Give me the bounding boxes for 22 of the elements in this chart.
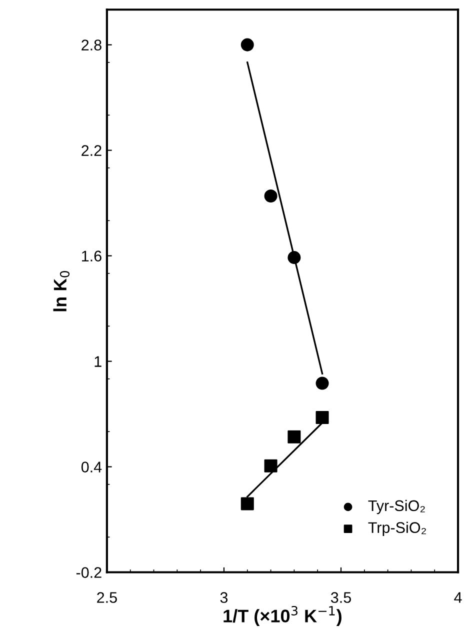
y-tick-label: 1	[94, 356, 102, 367]
point	[264, 459, 278, 472]
legend-label: Trp-SiO₂	[368, 522, 426, 536]
y-axis-title: ln K$_{0}$	[53, 270, 70, 312]
point	[316, 376, 329, 390]
point	[240, 497, 254, 510]
point	[264, 190, 278, 203]
y-tick-label: 2.2	[82, 145, 102, 156]
y-tick-label: -0.2	[76, 567, 102, 578]
point	[240, 38, 254, 52]
y-tick-label: 1.6	[82, 250, 102, 262]
x-tick-label: 4	[454, 592, 462, 603]
x-tick-label: 2.5	[97, 592, 117, 603]
x-tick-label: 3	[220, 592, 228, 603]
point	[288, 251, 301, 264]
x-tick-label: 3.5	[330, 592, 351, 603]
x-axis-title: 1/T (×10$^{3}$ K$^{−1}$)	[224, 606, 342, 626]
y-tick-label: 0.4	[81, 462, 102, 472]
y-tick-label: 2.8	[82, 40, 102, 50]
point	[288, 430, 301, 444]
legend-label: Tyr-SiO₂	[368, 500, 425, 514]
point	[316, 411, 329, 424]
